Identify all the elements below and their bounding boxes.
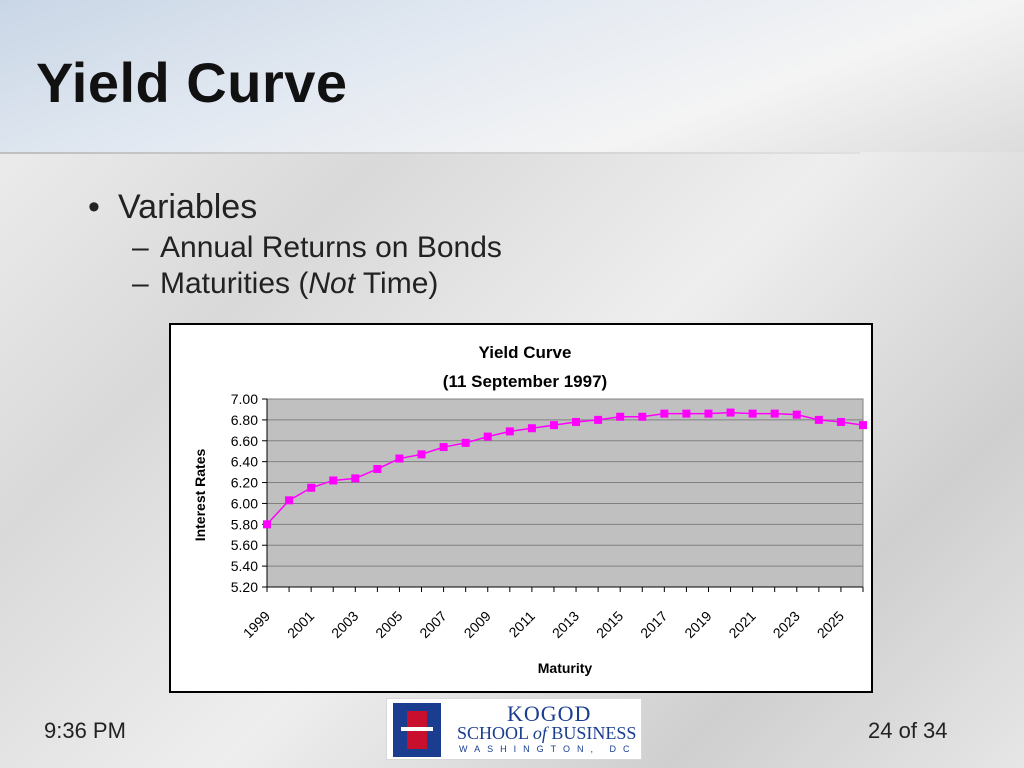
data-point (263, 520, 271, 529)
y-tick-label: 7.00 (231, 391, 258, 407)
data-point (836, 417, 845, 426)
x-tick-label: 1999 (240, 608, 273, 641)
y-tick-label: 5.80 (231, 516, 258, 532)
data-point (483, 432, 492, 441)
y-tick-label: 6.00 (231, 495, 258, 511)
data-point (373, 464, 382, 473)
data-point (770, 409, 779, 418)
data-point (395, 454, 404, 463)
data-point (616, 412, 625, 421)
x-tick-label: 2007 (416, 608, 449, 641)
y-axis-label: Interest Rates (192, 448, 208, 541)
sub-bullet-returns-text: Annual Returns on Bonds (160, 231, 502, 264)
x-tick-label: 2013 (549, 608, 582, 641)
series-line (266, 411, 864, 525)
y-tick-label: 6.80 (231, 412, 258, 428)
data-point (527, 424, 536, 433)
sub-bullet-maturities-post: Time) (355, 267, 439, 300)
y-tick-label: 6.60 (231, 433, 258, 449)
data-point (307, 483, 316, 492)
x-tick-label: 2019 (681, 608, 714, 641)
data-point (505, 427, 514, 436)
bullet-dash: – (132, 267, 149, 300)
slide-number: 24 of 34 (868, 718, 948, 743)
data-point (638, 412, 647, 421)
data-point (726, 408, 735, 417)
logo-mark-bar (401, 727, 433, 731)
y-tick-label: 5.60 (231, 537, 258, 553)
bullet-variables: • Variables (88, 188, 502, 227)
data-point (704, 409, 713, 418)
yield-curve-chart: Yield Curve (11 September 1997) Interest… (192, 343, 867, 676)
x-tick-label: 2001 (284, 608, 317, 641)
sub-bullet-returns: – Annual Returns on Bonds (132, 231, 502, 265)
data-point (660, 409, 669, 418)
y-tick-label: 5.40 (231, 558, 258, 574)
logo-school-part: SCHOOL (457, 723, 533, 743)
data-point (285, 496, 294, 505)
logo-text-location: WASHINGTON, DC (459, 744, 637, 754)
data-point (572, 417, 581, 426)
x-tick-label: 2017 (637, 608, 670, 641)
data-point (682, 409, 691, 418)
chart-title: Yield Curve (479, 343, 572, 362)
data-point (859, 421, 867, 430)
bullet-list: • Variables – Annual Returns on Bonds – Mat… (88, 188, 502, 301)
data-point (329, 476, 338, 485)
bullet-dash: – (132, 231, 149, 264)
data-point (792, 410, 801, 419)
x-tick-label: 2015 (593, 608, 626, 641)
data-point (814, 415, 823, 424)
footer-time: 9:36 PM (44, 718, 126, 743)
x-axis-label: Maturity (538, 660, 593, 676)
kogod-logo: KOGOD SCHOOL of BUSINESS WASHINGTON, DC (386, 698, 642, 760)
x-tick-label: 2021 (725, 608, 758, 641)
slide-title: Yield Curve (36, 51, 348, 114)
data-point (417, 450, 426, 459)
x-tick-label: 2011 (505, 608, 538, 641)
x-tick-label: 2005 (372, 608, 405, 641)
y-tick-label: 6.40 (231, 454, 258, 470)
x-tick-label: 2023 (770, 608, 803, 641)
logo-of-part: of (532, 723, 547, 743)
y-tick-label: 5.20 (231, 579, 258, 595)
data-point (461, 438, 470, 447)
logo-business-part: BUSINESS (546, 723, 637, 743)
data-point (439, 443, 448, 452)
sub-bullet-maturities-pre: Maturities ( (160, 267, 309, 300)
chart-subtitle: (11 September 1997) (443, 372, 607, 391)
bullet-dot: • (88, 188, 100, 226)
data-point (549, 421, 558, 430)
au-logo-mark (393, 703, 441, 757)
logo-text-school: SCHOOL of BUSINESS (457, 723, 636, 744)
logo-text-kogod: KOGOD (507, 701, 592, 726)
plot-area (266, 398, 864, 588)
x-tick-label: 2003 (328, 608, 361, 641)
y-tick-label: 6.20 (231, 475, 258, 491)
data-point (748, 409, 757, 418)
x-tick-label: 2009 (461, 608, 494, 641)
data-point (351, 474, 360, 483)
title-divider (0, 152, 860, 154)
title-band (0, 0, 1024, 152)
sub-bullet-maturities: – Maturities (Not Time) (132, 267, 502, 301)
bullet-variables-text: Variables (118, 188, 258, 226)
sub-bullet-maturities-emphasis: Not (308, 267, 356, 300)
x-tick-label: 2025 (814, 608, 847, 641)
data-point (594, 415, 603, 424)
chart-container: Yield Curve (11 September 1997) Interest… (169, 323, 873, 693)
